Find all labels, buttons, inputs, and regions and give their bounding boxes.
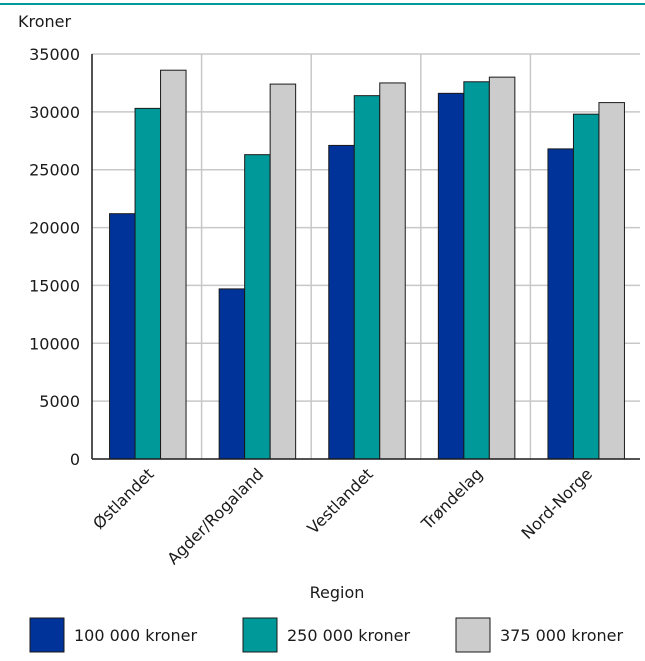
y-tick-label: 35000 <box>29 45 80 64</box>
legend-label: 100 000 kroner <box>74 626 198 645</box>
x-tick-label: Trøndelag <box>417 464 487 534</box>
y-tick-label: 0 <box>70 450 80 469</box>
bar <box>244 154 271 460</box>
y-tick-labels: 0 5000 10000 15000 20000 25000 30000 35000 <box>29 45 80 469</box>
y-tick-label: 5000 <box>39 392 80 411</box>
y-axis-title: Kroner <box>18 12 71 31</box>
bar <box>488 76 516 460</box>
bar <box>218 288 246 460</box>
y-tick-label: 30000 <box>29 103 80 122</box>
bar <box>134 107 162 460</box>
bars <box>109 69 625 460</box>
bar <box>328 144 355 460</box>
axes <box>91 54 640 460</box>
y-tick-label: 20000 <box>29 219 80 238</box>
legend: 100 000 kroner 250 000 kroner 375 000 kron… <box>29 617 624 653</box>
bar <box>437 92 465 460</box>
bar <box>160 69 187 460</box>
x-tick-label: Agder/Rogaland <box>163 464 267 568</box>
legend-label: 375 000 kroner <box>500 626 624 645</box>
legend-swatch <box>29 617 65 653</box>
x-tick-labels: Østlandet Agder/Rogaland Vestlandet Trøndel… <box>89 464 596 568</box>
y-tick-label: 15000 <box>29 276 80 295</box>
y-tick-label: 25000 <box>29 161 80 180</box>
bar <box>463 81 490 460</box>
x-tick-label: Nord-Norge <box>518 464 597 543</box>
bar <box>269 83 297 460</box>
legend-swatch <box>455 617 491 653</box>
bar <box>109 213 136 460</box>
x-tick-label: Østlandet <box>89 464 158 533</box>
legend-label: 250 000 kroner <box>287 626 411 645</box>
bar <box>379 82 406 460</box>
bar <box>547 148 574 460</box>
legend-swatch <box>242 617 278 653</box>
y-tick-label: 10000 <box>29 334 80 353</box>
x-tick-label: Vestlandet <box>303 464 376 537</box>
bar <box>598 102 625 460</box>
x-axis-title: Region <box>310 583 365 602</box>
bar <box>572 113 600 460</box>
bar <box>353 95 381 460</box>
